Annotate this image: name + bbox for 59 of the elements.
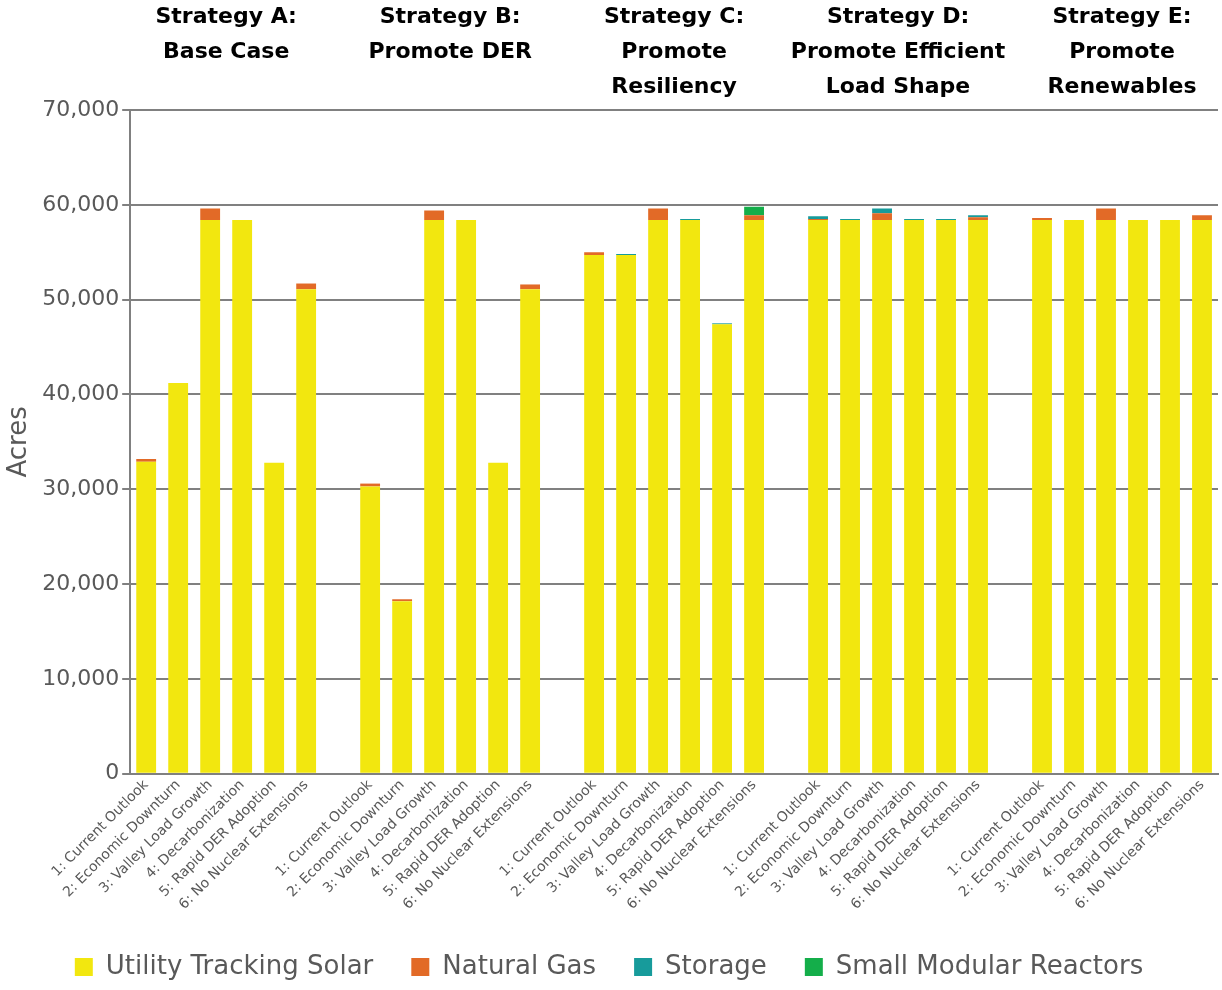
bar (968, 219, 988, 773)
bar (904, 219, 924, 773)
bar (872, 213, 892, 220)
y-tick-label: 20,000 (42, 569, 120, 595)
legend-label: Natural Gas (442, 949, 597, 980)
y-tick-label: 10,000 (42, 664, 120, 690)
bar (584, 252, 605, 256)
y-axis-title: Acres (2, 406, 33, 478)
bar (136, 461, 157, 773)
bar (616, 255, 637, 773)
bar (744, 206, 764, 216)
bar (456, 219, 477, 773)
bar (424, 210, 445, 220)
bar (808, 219, 828, 773)
bar (1192, 219, 1212, 773)
bar (1096, 208, 1116, 220)
bar (1032, 219, 1052, 773)
y-tick-label: 0 (105, 759, 120, 785)
bar (200, 219, 221, 773)
bar (936, 219, 956, 773)
legend-label: Small Modular Reactors (835, 949, 1144, 980)
bar (232, 219, 253, 773)
y-tick-label: 70,000 (42, 95, 120, 121)
y-tick-label: 30,000 (42, 474, 120, 500)
bar (744, 215, 764, 220)
bar (744, 219, 764, 773)
bar (1160, 219, 1180, 773)
y-tick-label: 50,000 (42, 285, 120, 311)
bar (872, 219, 892, 773)
bar (392, 601, 413, 773)
bar (296, 289, 317, 773)
bar (1064, 219, 1084, 773)
y-tick-label: 60,000 (42, 190, 120, 216)
text: Strategy C: Promote Resiliency (604, 2, 745, 98)
bar (1192, 215, 1212, 220)
bar (680, 219, 701, 773)
text: Strategy B: Promote DER (368, 2, 532, 63)
legend-label: Storage (665, 949, 767, 980)
bar (712, 324, 732, 773)
bar (1128, 219, 1148, 773)
bar (264, 462, 285, 773)
bar (168, 383, 189, 773)
text: Strategy E: Promote Renewables (1047, 2, 1197, 98)
text: Strategy A: Base Case (155, 2, 297, 63)
legend-label: Utility Tracking Solar (105, 949, 374, 980)
bar (1096, 219, 1116, 773)
bar (840, 219, 860, 773)
bar (584, 255, 605, 773)
bar (136, 458, 157, 462)
bar (200, 208, 221, 220)
bar (424, 219, 445, 773)
bar (648, 219, 669, 773)
text: Strategy D: Promote Efficient Load Shape (790, 2, 1006, 98)
bar (360, 486, 381, 773)
bar (648, 208, 669, 220)
bar (488, 462, 509, 773)
bar (520, 289, 541, 773)
y-tick-label: 40,000 (42, 380, 120, 406)
bar (520, 284, 541, 290)
